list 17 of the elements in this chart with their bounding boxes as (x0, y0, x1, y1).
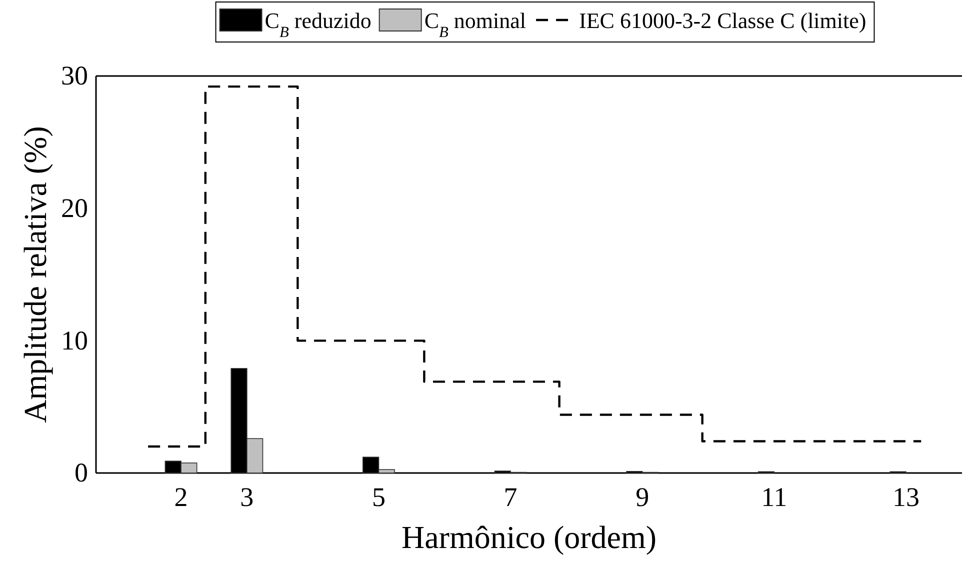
x-tick-label: 2 (174, 482, 188, 512)
legend-label: IEC 61000-3-2 Classe C (limite) (579, 8, 866, 33)
x-tick-label: 5 (372, 482, 386, 512)
x-tick-label: 9 (636, 482, 650, 512)
legend-label: C$_{B}$ nominal (424, 8, 526, 40)
legend-label: C$_{B}$ reduzido (264, 8, 372, 40)
x-tick-label: 3 (240, 482, 254, 512)
line-series (146, 85, 922, 448)
y-tick-label: 20 (61, 192, 88, 223)
x-axis-title: Harmônico (ordem) (401, 519, 657, 555)
y-tick-label: 0 (74, 458, 88, 488)
x-tick-label: 11 (761, 482, 788, 512)
y-axis-title: Amplitude relativa (%) (17, 126, 53, 423)
y-tick-label: 30 (61, 60, 88, 91)
x-tick-label: 7 (504, 482, 518, 512)
y-tick-label: 10 (61, 325, 88, 356)
x-tick-label: 13 (892, 482, 920, 512)
